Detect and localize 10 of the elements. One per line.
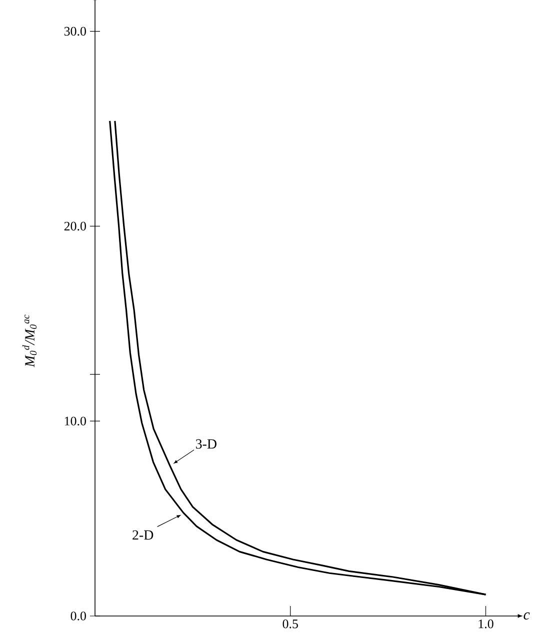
x-tick-label: 0.5 xyxy=(282,620,298,628)
text: 3-D xyxy=(196,439,216,449)
x-tick-label: 1.0 xyxy=(478,620,494,628)
y-axis-title: M$_{0}$$^{d}$/M$_{0}$ac xyxy=(22,314,37,368)
y-tick-label: 0.0 xyxy=(70,612,86,620)
x-axis-title: c xyxy=(524,612,530,620)
y-tick-label: 20.0 xyxy=(64,222,86,231)
text: 2-D xyxy=(132,530,154,540)
y-tick-label: 30.0 xyxy=(64,26,86,36)
y-tick-label: 10.0 xyxy=(64,416,86,426)
